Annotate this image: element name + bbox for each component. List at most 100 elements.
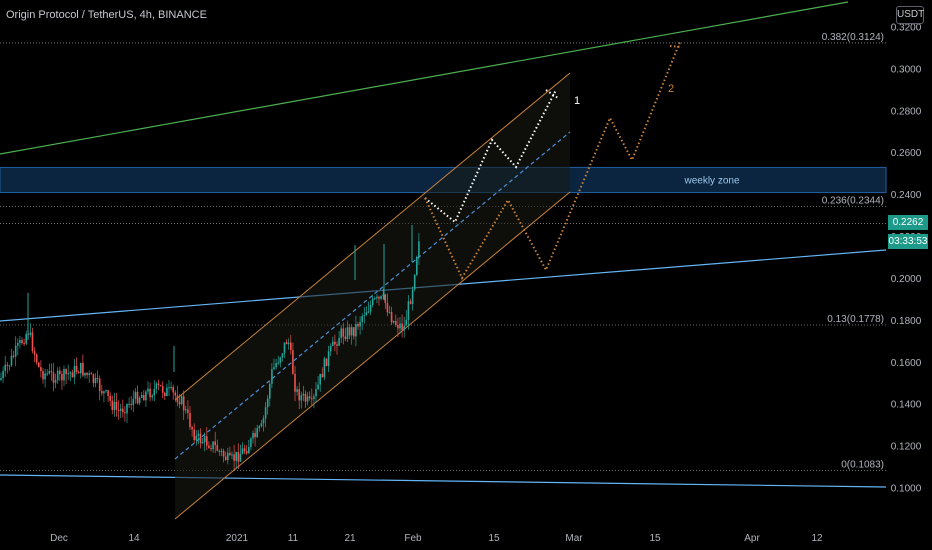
candle (266, 398, 269, 408)
candle (35, 354, 38, 363)
candle (21, 340, 23, 344)
projection-path-1 (424, 89, 557, 224)
candle (224, 456, 227, 460)
candle (182, 396, 185, 411)
candle (239, 453, 242, 462)
candle (413, 274, 416, 290)
candle (107, 390, 109, 397)
candle (88, 373, 90, 375)
candle (304, 393, 307, 402)
candle (344, 336, 347, 340)
candle (332, 341, 334, 346)
candle (399, 323, 401, 329)
candle (218, 450, 221, 452)
candle (52, 372, 55, 383)
candle (48, 371, 51, 374)
candle (405, 319, 408, 326)
candle (277, 362, 279, 364)
candle (365, 312, 368, 316)
candle (338, 337, 340, 346)
candle (176, 395, 179, 403)
candle (231, 454, 233, 456)
candle (374, 298, 376, 300)
candle (46, 373, 48, 375)
candle (250, 438, 252, 448)
candle (258, 426, 261, 429)
candle (279, 357, 282, 363)
candle (220, 450, 223, 452)
candle (203, 436, 206, 443)
candle (128, 403, 130, 405)
x-tick-label: Dec (50, 533, 68, 544)
candle (311, 398, 313, 400)
projection-paths: 12 (424, 41, 683, 281)
fib-label: 0.13(0.1778) (827, 314, 884, 325)
x-tick-label: Mar (565, 533, 583, 544)
candle (2, 370, 4, 379)
candle (409, 301, 412, 304)
candle (392, 321, 395, 323)
candle (260, 423, 263, 427)
candle (86, 372, 88, 375)
candle (361, 316, 363, 322)
lower-support-line (0, 474, 887, 488)
candle (216, 445, 219, 451)
candle (71, 372, 74, 378)
candle (327, 351, 330, 367)
candle (248, 447, 250, 454)
candle (80, 362, 82, 374)
candle (157, 383, 160, 386)
candle (302, 393, 305, 396)
candle (348, 327, 351, 336)
candle (147, 388, 149, 392)
candle (19, 340, 21, 343)
candle (269, 383, 271, 399)
candle (38, 362, 40, 368)
candle (350, 327, 353, 336)
y-tick-label: 0.2600 (891, 148, 922, 159)
weekly-zone-label: weekly zone (683, 175, 739, 186)
candle (296, 389, 298, 392)
currency-unit-button[interactable]: USDT (896, 6, 924, 24)
candle (155, 383, 158, 389)
candle (262, 418, 265, 424)
candle (252, 433, 254, 439)
candle (84, 372, 86, 376)
candle (143, 395, 145, 401)
candle (384, 294, 387, 304)
candle (193, 429, 195, 440)
candle (10, 355, 13, 366)
candle (206, 436, 208, 446)
candle (174, 392, 177, 396)
green-trend-line (0, 1, 849, 155)
candle (390, 312, 393, 323)
candle (54, 380, 57, 383)
x-tick-label: 12 (811, 533, 823, 544)
candle (275, 363, 277, 368)
candle (185, 409, 187, 411)
candle (56, 370, 59, 381)
countdown-tag: 03:33:53 (888, 234, 928, 249)
x-tick-label: 11 (288, 533, 299, 544)
candle (229, 452, 231, 455)
y-tick-label: 0.1400 (891, 400, 922, 411)
candle (126, 403, 128, 414)
candle (329, 345, 332, 352)
candle (212, 441, 214, 450)
candle (317, 384, 319, 390)
candle (233, 454, 235, 461)
candle (397, 324, 399, 329)
candle (29, 332, 32, 335)
x-tick-label: Feb (404, 533, 422, 544)
candle (319, 373, 321, 385)
candle (407, 301, 410, 320)
candle (98, 378, 101, 392)
candle (197, 433, 200, 436)
candle (287, 342, 290, 345)
candle (172, 386, 174, 393)
candle (132, 398, 135, 405)
candle (122, 408, 124, 413)
candle (50, 371, 53, 373)
candle (382, 294, 384, 297)
